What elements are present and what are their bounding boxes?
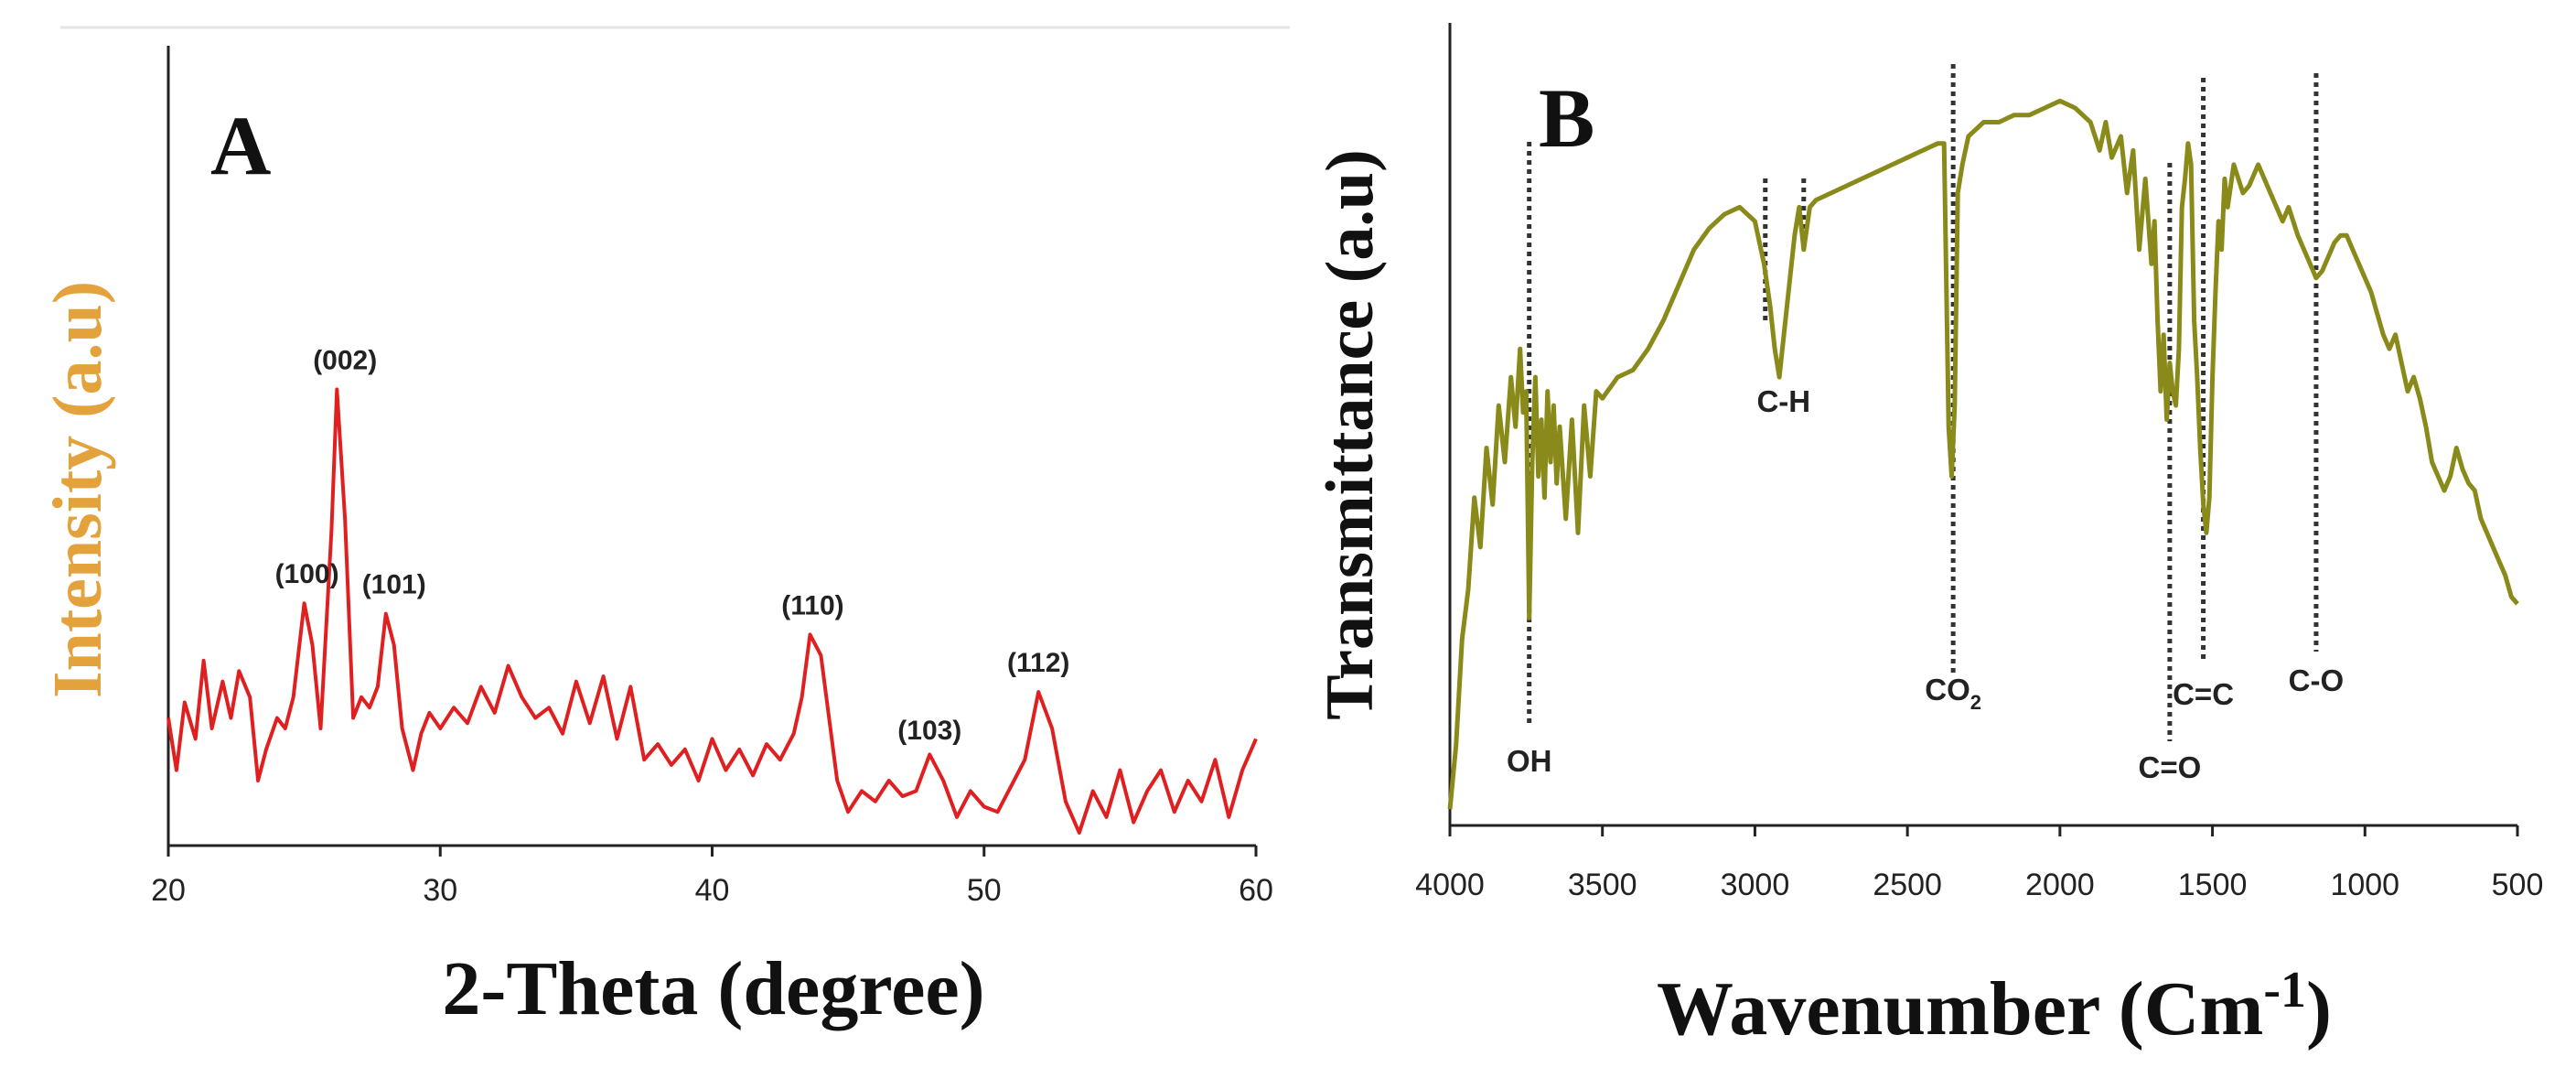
panel-b-band-label: C=O [2139, 750, 2202, 784]
panel-b-band-label: CO2 [1925, 673, 1981, 714]
panel-b-letter: B [1539, 71, 1594, 165]
panel-a-x-tick-label: 30 [423, 873, 457, 908]
panel-a-peak-label: (112) [1007, 648, 1069, 678]
panel-a-annotations: (100) (002) (101) (110) (103) (112) [275, 346, 1070, 747]
panel-b-x-tick-label: 3500 [1568, 868, 1637, 902]
panel-a-x-ticks: 20 30 40 50 60 [151, 846, 1273, 908]
panel-b-x-tick-label: 2000 [2025, 868, 2095, 902]
panel-a-series-line [166, 387, 1258, 835]
panel-b-annotations: OH C-H CO2 C=O C=C C-O [1507, 384, 2344, 784]
panel-b-band-label: C-H [1756, 384, 1810, 418]
panel-b-x-tick-label: 4000 [1415, 868, 1485, 902]
panel-a-peak-label: (002) [313, 346, 377, 376]
panel-b-band-label-subscript: 2 [1970, 691, 1981, 714]
panel-a-x-tick-label: 60 [1239, 873, 1273, 908]
panel-b-x-tick-label: 500 [2492, 868, 2544, 902]
panel-a-x-tick-label: 40 [695, 873, 730, 908]
panel-a-x-axis-title: 2-Theta (degree) [442, 946, 984, 1031]
panel-b-series-line [1447, 98, 2519, 810]
panel-b-x-axis-title: Wavenumber (Cm-1) [1657, 962, 2332, 1051]
panel-b-ftir-chart: B 4000 3500 3000 2500 2000 1500 1000 500 OH C-H C… [1313, 23, 2543, 1051]
panel-a-peak-label: (100) [275, 559, 339, 589]
panel-a-xrd-chart: A 20 30 40 50 60 (100)(002)(101)(110)(103)(1… [39, 46, 1273, 1031]
panel-b-x-axis-title-close: ) [2306, 966, 2332, 1051]
panel-b-band-label: C=C [2173, 677, 2234, 711]
panel-a-x-tick-label: 20 [151, 873, 186, 908]
panel-a-peak-label: (110) [781, 590, 843, 620]
panel-b-x-tick-label: 2500 [1873, 868, 1942, 902]
panel-a-y-axis-title: Intensity (a.u) [39, 281, 116, 698]
panel-b-x-ticks: 4000 3500 3000 2500 2000 1500 1000 500 [1415, 825, 2543, 902]
panel-a-peak-label: (101) [362, 570, 426, 600]
panel-b-x-axis-title-main: Wavenumber (Cm [1657, 966, 2263, 1051]
panel-b-x-axis-title-sup: -1 [2263, 962, 2306, 1019]
panel-a-peak-label: (103) [897, 716, 961, 746]
panel-b-y-axis-title: Transmittance (a.u) [1313, 149, 1388, 719]
panel-a-letter: A [210, 99, 271, 192]
panel-b-x-tick-label: 3000 [1721, 868, 1790, 902]
panel-b-band-label: C-O [2289, 663, 2345, 697]
panel-b-x-tick-label: 1000 [2330, 868, 2399, 902]
panel-b-x-tick-label: 1500 [2178, 868, 2248, 902]
panel-a-x-tick-label: 50 [967, 873, 1002, 908]
panel-b-band-label: OH [1507, 744, 1552, 778]
